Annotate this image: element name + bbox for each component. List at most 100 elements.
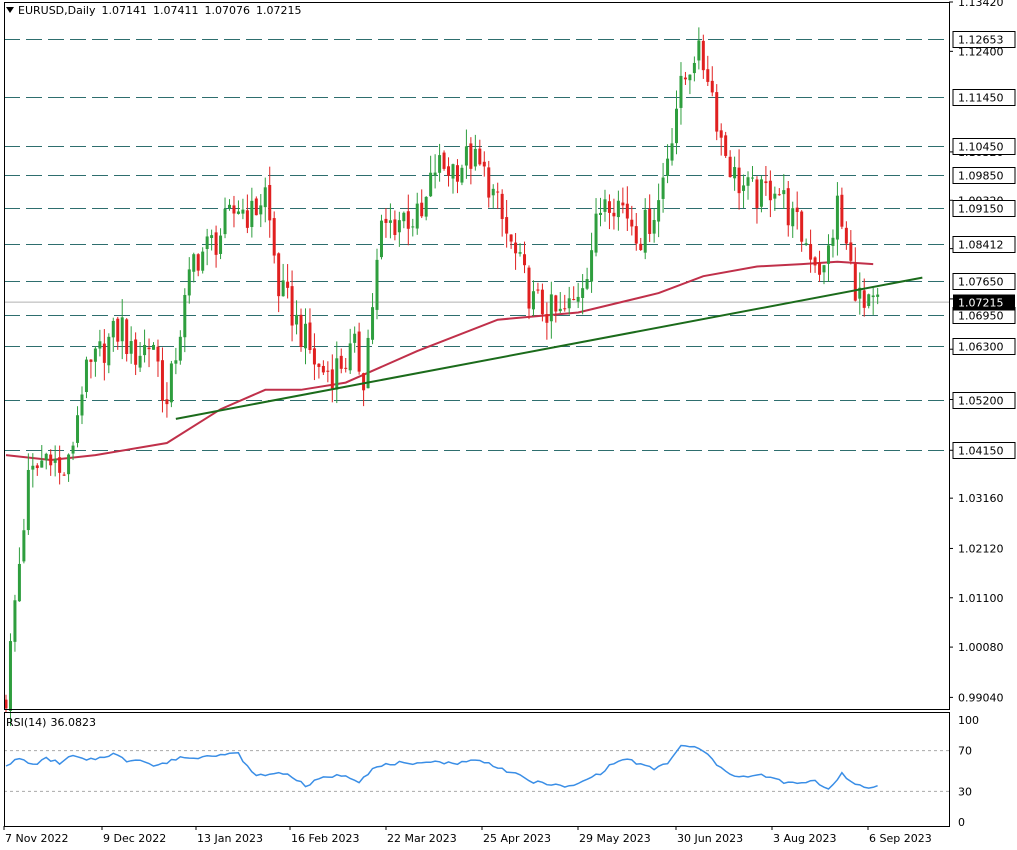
- candle-body: [844, 227, 848, 244]
- candle-body: [22, 530, 26, 562]
- candle-body: [335, 358, 339, 390]
- candle-body: [710, 80, 714, 93]
- candle-body: [540, 289, 544, 315]
- candle-body: [518, 252, 522, 254]
- x-tick-label: 22 Mar 2023: [387, 832, 457, 845]
- candle-body: [165, 399, 169, 405]
- candle-body: [268, 185, 272, 221]
- candle-body: [464, 146, 468, 166]
- candle-body: [630, 219, 634, 227]
- candle-body: [326, 370, 330, 372]
- candle-body: [420, 202, 424, 217]
- candle-body: [491, 188, 495, 196]
- candle-body: [554, 295, 558, 312]
- rsi-value: 36.0823: [50, 716, 96, 729]
- rsi-tick-label: 30: [958, 785, 972, 798]
- candle-body: [80, 394, 84, 416]
- x-tick-label: 29 May 2023: [579, 832, 651, 845]
- candle-body: [397, 220, 401, 233]
- candle-body: [295, 314, 299, 325]
- candles-layer: [4, 27, 880, 727]
- price-level-label: 1.12653: [958, 34, 1004, 47]
- price-level-label: 1.09150: [958, 203, 1004, 216]
- candle-body: [876, 294, 880, 297]
- candle-body: [791, 208, 795, 227]
- candle-body: [616, 200, 620, 218]
- candle-body: [795, 207, 799, 213]
- candle-body: [402, 212, 406, 222]
- candle-body: [447, 166, 451, 176]
- candle-body: [4, 699, 8, 709]
- x-tick-label: 7 Nov 2022: [5, 832, 68, 845]
- main-panel-frame: [4, 2, 950, 710]
- candle-body: [393, 219, 397, 235]
- candle-body: [272, 218, 276, 256]
- candle-body: [590, 250, 594, 282]
- candle-body: [187, 269, 191, 296]
- candle-body: [353, 333, 357, 343]
- price-level-tag: [952, 273, 1016, 290]
- open-value: 1.07141: [101, 4, 147, 17]
- price-level-tag: [952, 392, 1016, 409]
- candle-body: [371, 307, 375, 340]
- price-level-label: 1.05200: [958, 395, 1004, 408]
- moving-average-layer: [5, 260, 874, 462]
- price-level-tag: [952, 138, 1016, 155]
- symbol-header[interactable]: EURUSD,Daily 1.07141 1.07411 1.07076 1.07215: [6, 4, 301, 17]
- candle-body: [102, 343, 106, 363]
- candle-body: [692, 62, 696, 74]
- candle-body: [156, 346, 160, 362]
- candle-body: [572, 299, 576, 301]
- candle-body: [683, 77, 687, 80]
- candle-body: [438, 155, 442, 173]
- candle-body: [460, 167, 464, 183]
- candle-body: [53, 459, 57, 463]
- candle-body: [777, 194, 781, 196]
- candle-body: [657, 200, 661, 222]
- candle-body: [303, 323, 307, 349]
- candle-body: [259, 205, 263, 215]
- candle-body: [17, 563, 21, 602]
- candle-body: [728, 156, 732, 178]
- candle-body: [236, 211, 240, 214]
- candle-body: [44, 453, 48, 461]
- rsi-layer: [4, 744, 949, 792]
- candle-body: [111, 320, 115, 338]
- candle-body: [679, 75, 683, 108]
- candle-body: [514, 242, 518, 254]
- candle-body: [733, 167, 737, 179]
- candle-body: [201, 251, 205, 271]
- axes-layer: 1.134201.124001.103201.093201.083201.072…: [3, 0, 1016, 845]
- candle-body: [849, 242, 853, 261]
- candle-body: [205, 236, 209, 250]
- candle-body: [116, 318, 120, 342]
- candle-body: [263, 187, 267, 208]
- candle-body: [666, 158, 670, 177]
- candle-body: [147, 347, 151, 350]
- candle-body: [603, 199, 607, 212]
- candle-body: [648, 208, 652, 234]
- candle-body: [567, 298, 571, 309]
- price-level-tag: [952, 338, 1016, 355]
- candle-body: [746, 177, 750, 186]
- dropdown-icon[interactable]: [6, 7, 14, 13]
- candle-body: [120, 317, 124, 342]
- candle-body: [76, 415, 80, 443]
- candle-body: [290, 286, 294, 326]
- candle-body: [782, 190, 786, 195]
- candle-body: [35, 465, 39, 469]
- candle-body: [558, 308, 562, 312]
- candle-body: [330, 369, 334, 389]
- candle-body: [321, 365, 325, 373]
- candle-body: [469, 143, 473, 169]
- candle-body: [31, 465, 35, 470]
- candle-body: [697, 40, 701, 61]
- candle-body: [804, 243, 808, 245]
- candle-body: [169, 363, 173, 403]
- candle-body: [411, 226, 415, 228]
- candle-body: [831, 237, 835, 246]
- candle-body: [192, 254, 196, 272]
- candle-body: [317, 363, 321, 367]
- candle-body: [219, 235, 223, 254]
